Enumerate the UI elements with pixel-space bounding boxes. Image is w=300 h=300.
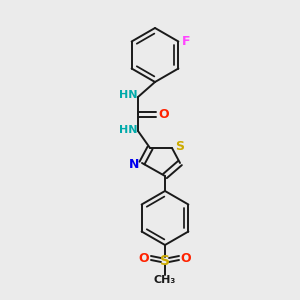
Text: O: O bbox=[159, 107, 169, 121]
Text: F: F bbox=[182, 35, 190, 48]
Text: O: O bbox=[139, 251, 149, 265]
Text: S: S bbox=[176, 140, 184, 152]
Text: N: N bbox=[129, 158, 139, 172]
Text: S: S bbox=[160, 254, 170, 268]
Text: HN: HN bbox=[119, 125, 137, 135]
Text: O: O bbox=[181, 251, 191, 265]
Text: CH₃: CH₃ bbox=[154, 275, 176, 285]
Text: HN: HN bbox=[119, 90, 137, 100]
